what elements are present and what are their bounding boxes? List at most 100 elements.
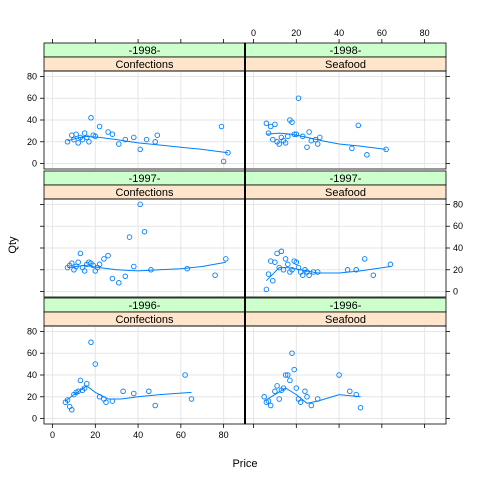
data-point xyxy=(105,129,111,135)
y-tick-label: 60 xyxy=(453,221,463,231)
data-point xyxy=(92,361,99,367)
data-point xyxy=(299,133,306,140)
y-tick-label: 0 xyxy=(453,287,458,297)
strip-year-label: -1997- xyxy=(330,173,362,185)
data-point xyxy=(267,123,274,130)
data-point xyxy=(223,256,229,262)
data-point xyxy=(64,397,71,403)
data-point xyxy=(109,131,116,137)
data-point xyxy=(306,272,312,278)
data-point xyxy=(383,146,389,153)
strip-year-label: -1996- xyxy=(330,300,362,312)
data-point xyxy=(69,260,75,266)
strip-year-label: -1996- xyxy=(129,300,161,312)
data-point xyxy=(344,267,351,273)
data-point xyxy=(355,122,362,129)
data-point xyxy=(212,272,218,278)
y-tick-label: 40 xyxy=(27,115,37,125)
data-point xyxy=(75,259,81,265)
data-point xyxy=(86,139,92,145)
strip-category-label: Confections xyxy=(115,187,174,199)
strip-category-label: Confections xyxy=(115,59,174,71)
data-point xyxy=(96,394,103,400)
data-point xyxy=(116,141,122,147)
data-point xyxy=(289,350,295,356)
data-point xyxy=(276,396,282,402)
y-tick-label: 80 xyxy=(453,199,463,209)
data-point xyxy=(265,271,272,277)
data-point xyxy=(308,402,315,409)
data-point xyxy=(287,377,293,384)
data-point xyxy=(84,134,90,141)
data-point xyxy=(143,136,150,143)
data-point xyxy=(289,267,295,273)
smooth-line xyxy=(266,132,387,150)
data-point xyxy=(336,372,342,378)
x-tick-label: 0 xyxy=(50,430,55,440)
data-point xyxy=(291,131,297,137)
data-point xyxy=(77,377,84,384)
x-tick-label: 40 xyxy=(334,28,344,38)
y-tick-label: 40 xyxy=(453,243,463,253)
data-point xyxy=(75,140,81,146)
data-point xyxy=(387,261,394,268)
data-point xyxy=(285,133,291,140)
data-point xyxy=(304,144,310,150)
data-point xyxy=(282,256,289,262)
data-point xyxy=(285,261,291,268)
panel-confections-1997: -1997- Confections xyxy=(43,170,246,298)
y-tick-label: 20 xyxy=(27,392,37,402)
data-point xyxy=(73,263,79,270)
smooth-line xyxy=(67,261,226,272)
data-point xyxy=(276,141,282,147)
data-point xyxy=(69,132,75,138)
data-point xyxy=(84,380,90,387)
data-point xyxy=(96,123,103,130)
panel-seafood-1997: -1997- Seafood xyxy=(244,170,447,298)
data-point xyxy=(188,396,195,402)
data-point xyxy=(276,264,282,271)
axes-layer: 0 20 40 60 80 0 20 40 60 80 0 20 40 60 80 0 20 40 60 80 0 20 4… xyxy=(27,28,463,440)
data-point xyxy=(69,407,75,413)
data-point xyxy=(314,141,321,147)
data-point xyxy=(282,140,289,146)
data-point xyxy=(347,388,353,395)
data-point xyxy=(261,394,267,400)
data-point xyxy=(272,259,278,265)
data-point xyxy=(263,120,270,127)
data-point xyxy=(304,394,310,400)
data-point xyxy=(364,152,370,158)
data-point xyxy=(103,399,109,405)
data-point xyxy=(295,95,302,101)
data-point xyxy=(295,264,302,271)
data-point xyxy=(357,404,364,411)
strip-year-label: -1998- xyxy=(330,45,362,57)
data-point xyxy=(265,398,272,404)
data-point xyxy=(81,130,88,136)
y-tick-label: 40 xyxy=(27,370,37,380)
y-tick-label: 20 xyxy=(27,137,37,147)
y-tick-label: 0 xyxy=(32,414,37,424)
x-tick-label: 60 xyxy=(176,430,186,440)
smooth-line xyxy=(67,135,228,154)
data-point xyxy=(88,115,94,121)
x-tick-label: 80 xyxy=(219,430,229,440)
data-point xyxy=(272,388,278,395)
data-point xyxy=(270,277,276,284)
data-point xyxy=(122,273,129,280)
data-point xyxy=(96,261,103,268)
data-point xyxy=(291,366,297,373)
panel-confections-1998: -1998- Confections xyxy=(43,42,246,170)
data-point xyxy=(285,372,291,378)
data-point xyxy=(101,256,107,262)
data-point xyxy=(141,228,148,235)
data-point xyxy=(146,388,152,395)
data-point xyxy=(289,119,295,125)
data-point xyxy=(312,136,319,143)
data-point xyxy=(293,131,300,137)
y-axis-title: Qty xyxy=(7,236,19,254)
x-tick-label: 20 xyxy=(291,28,301,38)
x-tick-label: 0 xyxy=(251,28,256,38)
x-axis-title: Price xyxy=(232,458,257,470)
